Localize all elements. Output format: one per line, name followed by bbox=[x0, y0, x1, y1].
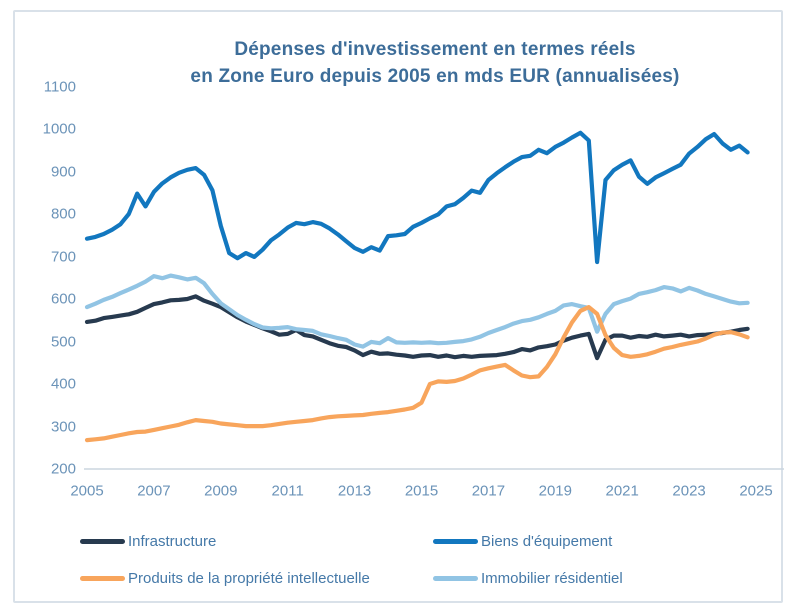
legend-label-produits-propriete-intellectuelle: Produits de la propriété intellectuelle bbox=[128, 569, 370, 587]
x-tick-label-2011: 2011 bbox=[271, 482, 304, 500]
legend-item-produits-propriete-intellectuelle: Produits de la propriété intellectuelle bbox=[80, 568, 370, 588]
legend-item-immobilier-residentiel: Immobilier résidentiel bbox=[433, 568, 623, 588]
x-tick-label-2015: 2015 bbox=[404, 482, 439, 500]
legend-swatch-biens-equipement bbox=[433, 538, 478, 544]
chart-title-line2: en Zone Euro depuis 2005 en mds EUR (ann… bbox=[190, 66, 680, 87]
x-tick-label-2013: 2013 bbox=[337, 482, 372, 500]
y-tick-label-1100: 1100 bbox=[43, 78, 76, 95]
legend-label-biens-equipement: Biens d'équipement bbox=[481, 532, 613, 550]
legend-label-infrastructure: Infrastructure bbox=[128, 532, 217, 550]
chart-title: Dépenses d'investissement en termes réel… bbox=[105, 36, 765, 90]
legend-label-immobilier-residentiel: Immobilier résidentiel bbox=[481, 569, 623, 587]
y-tick-label-500: 500 bbox=[50, 333, 76, 350]
y-tick-label-800: 800 bbox=[50, 205, 76, 223]
x-tick-label-2025: 2025 bbox=[739, 482, 773, 500]
x-tick-label-2021: 2021 bbox=[605, 482, 639, 500]
legend-item-infrastructure: Infrastructure bbox=[80, 531, 216, 551]
y-tick-label-300: 300 bbox=[50, 418, 76, 435]
y-tick-label-700: 700 bbox=[50, 248, 76, 265]
y-tick-label-900: 900 bbox=[50, 163, 76, 180]
x-tick-label-2019: 2019 bbox=[538, 482, 572, 500]
x-tick-label-2007: 2007 bbox=[137, 482, 171, 500]
y-tick-label-200: 200 bbox=[50, 460, 76, 478]
chart-title-line1: Dépenses d'investissement en termes réel… bbox=[234, 39, 636, 60]
series-line-infrastructure bbox=[84, 294, 750, 361]
x-tick-label-2023: 2023 bbox=[672, 482, 706, 500]
legend-swatch-immobilier-residentiel bbox=[433, 575, 478, 581]
series-line-produits-propriete-intellectuelle bbox=[84, 305, 750, 443]
y-tick-label-1000: 1000 bbox=[42, 120, 76, 138]
series-line-biens-equipement bbox=[84, 130, 750, 265]
legend-swatch-produits-propriete-intellectuelle bbox=[80, 575, 125, 581]
x-tick-label-2005: 2005 bbox=[70, 482, 104, 500]
x-tick-label-2009: 2009 bbox=[204, 482, 238, 500]
legend-item-biens-equipement: Biens d'équipement bbox=[433, 531, 612, 551]
series-line-immobilier-residentiel bbox=[84, 273, 750, 349]
x-tick-label-2017: 2017 bbox=[471, 482, 506, 500]
chart-card: Dépenses d'investissement en termes réel… bbox=[13, 10, 783, 603]
legend-swatch-infrastructure bbox=[80, 538, 125, 544]
y-tick-label-400: 400 bbox=[50, 375, 76, 393]
y-tick-label-600: 600 bbox=[50, 290, 76, 308]
